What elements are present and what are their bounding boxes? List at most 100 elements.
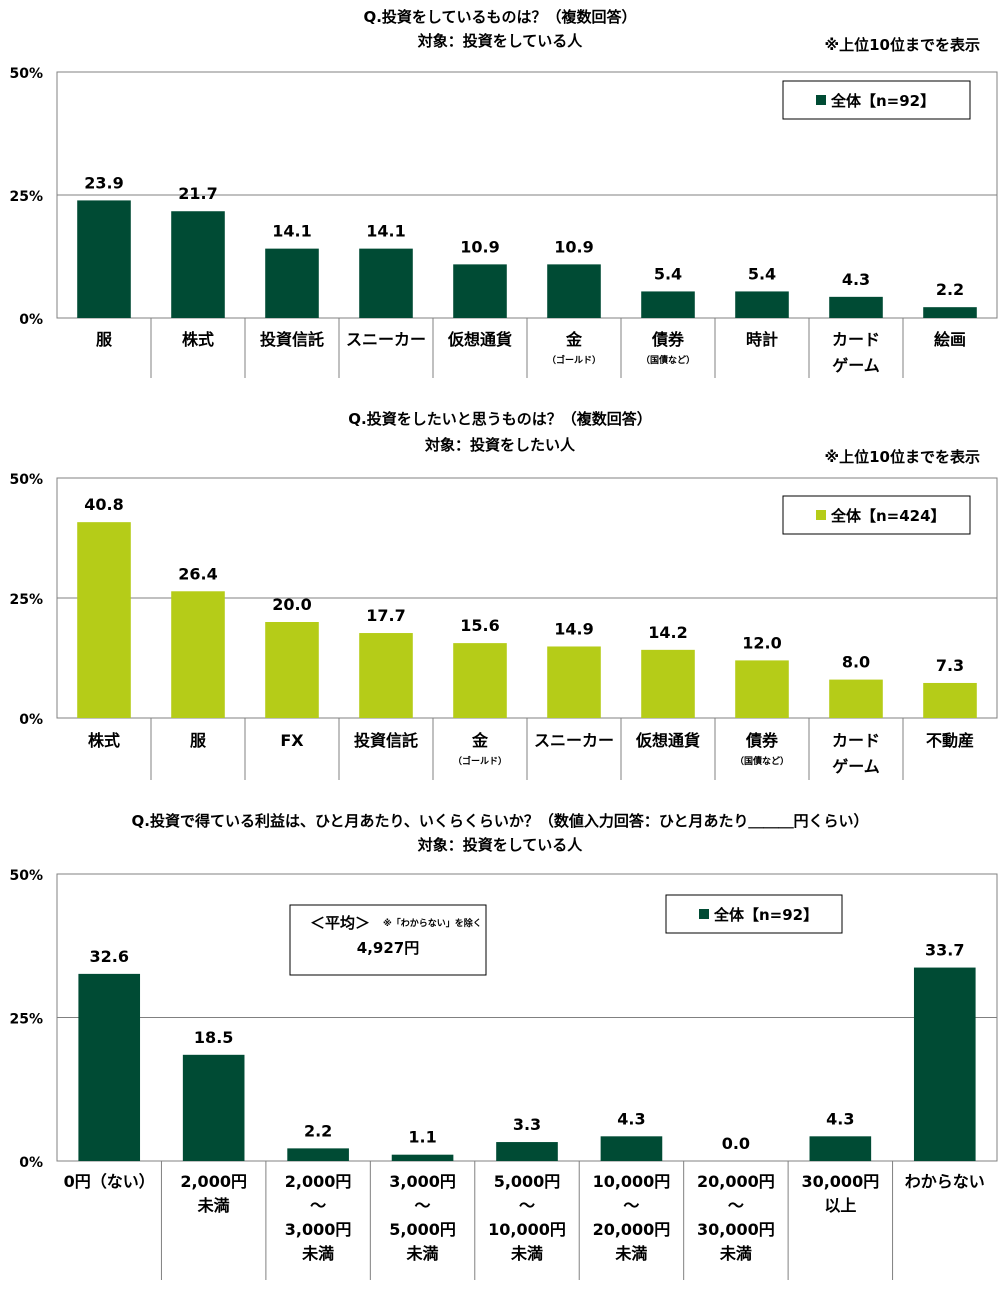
bar	[913, 967, 976, 1161]
category-label: 20,000円～ 30,000円未満	[697, 1172, 775, 1263]
bar-value-label: 4.3	[826, 1109, 854, 1128]
legend-label: 全体【n=92】	[713, 906, 818, 924]
bar-value-label: 5.4	[654, 264, 682, 283]
bar	[78, 973, 141, 1161]
bar	[829, 296, 883, 318]
bar-value-label: 4.3	[617, 1109, 645, 1128]
category-label: 絵画	[934, 330, 966, 349]
category-label: 金	[471, 731, 489, 750]
bar	[391, 1154, 454, 1161]
average-frame	[289, 904, 487, 976]
chart-note: ※上位10位までを表示	[825, 448, 980, 466]
chart-title: Q.投資をしたいと思うものは？（複数回答）	[348, 410, 651, 428]
chart-1: Q.投資をしているものは？（複数回答） 対象：投資をしている人 ※上位10位までを表…	[9, 8, 998, 378]
category-label: 債券	[745, 731, 779, 750]
bar-value-label: 3.3	[513, 1115, 541, 1134]
legend: 全体【n=92】	[782, 80, 971, 120]
bar-value-label: 14.1	[366, 222, 405, 241]
legend-box	[665, 894, 843, 934]
bar-value-label: 20.0	[272, 595, 311, 614]
bar-value-label: 14.9	[554, 619, 593, 638]
bar	[359, 248, 413, 318]
bar-value-label: 1.1	[408, 1128, 436, 1147]
legend: 全体【n=424】	[782, 495, 971, 535]
legend-swatch	[699, 909, 709, 919]
category-label: 債券	[651, 330, 685, 349]
bar	[182, 1054, 245, 1161]
category-label: 5,000円～ 10,000円未満	[488, 1172, 566, 1263]
y-tick-label: 25%	[9, 592, 43, 608]
y-tick-label: 50%	[9, 472, 43, 488]
category-label: 30,000円以上	[801, 1172, 879, 1215]
category-label: カードゲーム	[832, 330, 880, 375]
y-tick-label: 0%	[19, 312, 43, 328]
category-label: 10,000円～ 20,000円未満	[593, 1172, 671, 1263]
bar	[923, 307, 977, 318]
bar	[287, 1148, 349, 1161]
category-label: 2,000円未満	[180, 1172, 247, 1215]
bar	[600, 1136, 663, 1161]
average-box: ＜平均＞ ※「わからない」を除く 4,927円	[289, 904, 487, 976]
category-label: 仮想通貨	[447, 330, 512, 349]
y-tick-label: 0%	[19, 1155, 43, 1171]
category-label: スニーカー	[534, 731, 614, 750]
category-label: カードゲーム	[832, 731, 880, 776]
bar-value-label: 0.0	[722, 1134, 750, 1153]
y-tick-label: 25%	[9, 189, 43, 205]
bar-value-label: 14.2	[648, 623, 687, 642]
bar	[77, 522, 131, 718]
bar-value-label: 2.2	[936, 280, 964, 299]
bar	[171, 211, 225, 318]
bar-value-label: 26.4	[178, 564, 217, 583]
legend-swatch	[816, 510, 826, 520]
average-heading: ＜平均＞	[310, 914, 370, 932]
category-label: スニーカー	[346, 330, 426, 349]
bar-value-label: 40.8	[84, 495, 123, 514]
bar-value-label: 23.9	[84, 173, 123, 192]
category-label: 3,000円～ 5,000円未満	[389, 1172, 456, 1263]
bar	[735, 660, 789, 718]
bar	[265, 622, 319, 718]
bar	[453, 264, 507, 318]
average-note: ※「わからない」を除く	[383, 917, 482, 929]
category-label: FX	[280, 731, 304, 750]
bar	[77, 200, 131, 318]
bar	[265, 248, 319, 318]
bar-value-label: 21.7	[178, 184, 217, 203]
category-label: 0円（ない）	[64, 1172, 155, 1191]
legend-swatch	[816, 95, 826, 105]
chart-note: ※上位10位までを表示	[825, 36, 980, 54]
bar-value-label: 17.7	[366, 606, 405, 625]
category-sublabel: （国債など）	[735, 755, 789, 767]
chart-subtitle: 対象：投資をしたい人	[424, 436, 576, 454]
category-label: 仮想通貨	[635, 731, 700, 750]
bar	[453, 643, 507, 718]
bar	[829, 679, 883, 718]
legend-label: 全体【n=92】	[830, 92, 935, 110]
chart-3: Q.投資で得ている利益は、ひと月あたり、いくらくらいか？（数値入力回答：ひと月あ…	[9, 812, 998, 1280]
category-sublabel: （ゴールド）	[547, 354, 601, 366]
category-sublabel: （国債など）	[641, 354, 695, 366]
bar-value-label: 15.6	[460, 616, 499, 635]
chart-title: Q.投資をしているものは？（複数回答）	[363, 8, 636, 26]
category-sublabel: （ゴールド）	[453, 755, 507, 767]
chart-subtitle: 対象：投資をしている人	[417, 32, 584, 50]
bar	[496, 1142, 558, 1161]
category-label: 2,000円～ 3,000円未満	[285, 1172, 352, 1263]
bar-value-label: 4.3	[842, 270, 870, 289]
category-label: 株式	[182, 330, 214, 349]
bar	[641, 649, 695, 718]
category-label: 服	[190, 731, 207, 750]
legend-box	[782, 495, 971, 535]
legend-label: 全体【n=424】	[830, 507, 946, 525]
bar-value-label: 14.1	[272, 222, 311, 241]
bar	[735, 291, 789, 318]
category-label: 投資信託	[354, 731, 418, 750]
bar	[547, 646, 601, 718]
bar-value-label: 2.2	[304, 1121, 332, 1140]
category-label: 金	[565, 330, 583, 349]
bar-value-label: 12.0	[742, 633, 781, 652]
y-tick-label: 25%	[9, 1012, 43, 1028]
chart-subtitle: 対象：投資をしている人	[417, 836, 584, 854]
